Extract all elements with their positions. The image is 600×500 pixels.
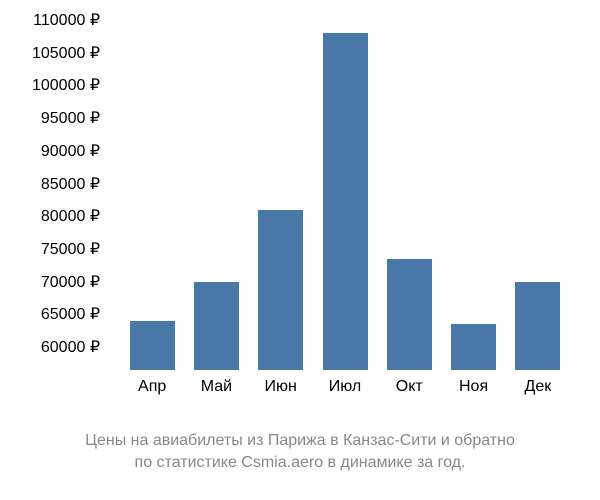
chart-container: 60000 ₽ 65000 ₽ 70000 ₽ 75000 ₽ 80000 ₽ 85000… bbox=[0, 0, 600, 420]
y-axis-labels: 60000 ₽ 65000 ₽ 70000 ₽ 75000 ₽ 80000 ₽ 85000… bbox=[0, 20, 110, 370]
x-tick-label: Окт bbox=[396, 378, 423, 396]
bar bbox=[130, 321, 175, 370]
y-tick-label: 85000 ₽ bbox=[41, 174, 100, 194]
bar bbox=[451, 324, 496, 370]
y-tick-label: 70000 ₽ bbox=[41, 272, 100, 292]
x-axis-labels: Апр Май Июн Июл Окт Ноя Дек bbox=[120, 378, 570, 408]
x-tick-label: Апр bbox=[138, 378, 166, 396]
y-tick-label: 60000 ₽ bbox=[41, 337, 100, 357]
y-tick-label: 75000 ₽ bbox=[41, 239, 100, 259]
bar bbox=[323, 33, 368, 370]
y-tick-label: 105000 ₽ bbox=[32, 43, 100, 63]
x-tick-label: Июл bbox=[329, 378, 361, 396]
bar bbox=[258, 210, 303, 370]
bar bbox=[515, 282, 560, 370]
y-tick-label: 80000 ₽ bbox=[41, 206, 100, 226]
x-tick-label: Ноя bbox=[459, 378, 488, 396]
plot-area bbox=[120, 20, 570, 370]
x-tick-label: Июн bbox=[265, 378, 297, 396]
y-tick-label: 90000 ₽ bbox=[41, 141, 100, 161]
x-tick-label: Дек bbox=[524, 378, 551, 396]
chart-caption: Цены на авиабилеты из Парижа в Канзас-Си… bbox=[0, 430, 600, 475]
y-tick-label: 95000 ₽ bbox=[41, 108, 100, 128]
y-tick-label: 65000 ₽ bbox=[41, 304, 100, 324]
x-tick-label: Май bbox=[201, 378, 232, 396]
bar bbox=[194, 282, 239, 370]
bar bbox=[387, 259, 432, 370]
caption-line-2: по статистике Csmia.aero в динамике за г… bbox=[0, 452, 600, 474]
y-tick-label: 110000 ₽ bbox=[33, 10, 100, 30]
caption-line-1: Цены на авиабилеты из Парижа в Канзас-Си… bbox=[0, 430, 600, 452]
y-tick-label: 100000 ₽ bbox=[32, 75, 100, 95]
